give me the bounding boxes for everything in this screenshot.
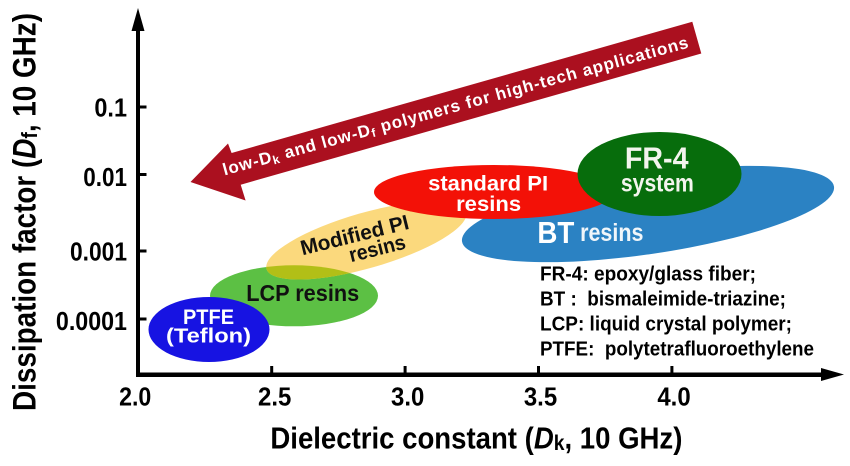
svg-text:4.0: 4.0 [657, 381, 690, 411]
svg-text:0.0001: 0.0001 [56, 306, 127, 336]
svg-text:2.5: 2.5 [258, 381, 291, 411]
svg-text:0.01: 0.01 [83, 162, 127, 192]
svg-text:PTFE: polytetrafluoroethylene: PTFE: polytetrafluoroethylene [540, 338, 814, 360]
svg-text:LCP resins: LCP resins [246, 280, 359, 306]
svg-text:PTFE: PTFE [183, 306, 234, 329]
svg-text:standard PI: standard PI [428, 172, 548, 195]
svg-text:Dielectric constant (Dk, 10 GH: Dielectric constant (Dk, 10 GHz) [270, 421, 682, 456]
svg-text:LCP: liquid crystal polymer;: LCP: liquid crystal polymer; [540, 313, 792, 335]
svg-text:3.5: 3.5 [524, 381, 557, 411]
svg-text:Dissipation factor (Df, 10 GHz: Dissipation factor (Df, 10 GHz) [7, 13, 43, 411]
svg-text:0.1: 0.1 [94, 93, 127, 123]
svg-text:3.0: 3.0 [391, 381, 424, 411]
svg-text:system: system [621, 170, 694, 198]
svg-text:resins: resins [456, 193, 521, 216]
svg-text:FR-4: epoxy/glass fiber;: FR-4: epoxy/glass fiber; [540, 263, 756, 285]
svg-text:FR-4: FR-4 [625, 141, 689, 176]
svg-text:BT : bismaleimide-triazine;: BT : bismaleimide-triazine; [540, 288, 786, 310]
svg-text:2.0: 2.0 [119, 381, 151, 411]
svg-text:resins: resins [580, 219, 643, 247]
svg-text:0.001: 0.001 [70, 237, 127, 267]
svg-text:(Teflon): (Teflon) [166, 326, 251, 348]
svg-text:BT: BT [537, 215, 574, 250]
